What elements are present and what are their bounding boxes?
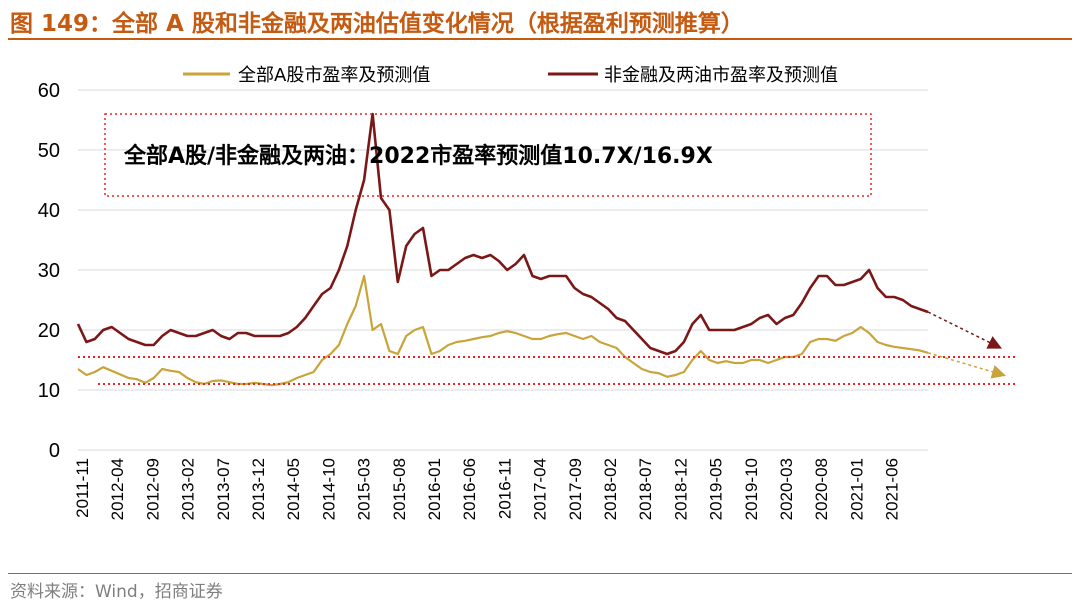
x-tick-label: 2015-03 xyxy=(355,458,374,520)
x-tick-label: 2012-04 xyxy=(108,458,127,520)
x-tick-label: 2013-12 xyxy=(249,458,268,520)
projection-arrow-all-a-shaft xyxy=(927,352,999,375)
x-tick-label: 2017-04 xyxy=(531,458,550,520)
x-tick-label: 2021-01 xyxy=(847,458,866,520)
series-lines xyxy=(76,112,929,387)
x-tick-label: 2014-10 xyxy=(319,458,338,520)
x-tick-label: 2016-11 xyxy=(495,458,514,519)
x-axis-ticks: 2011-11 2012-04 2012-09 2013-02 2013-07 2013-… xyxy=(73,458,902,520)
x-tick-label: 2016-01 xyxy=(425,458,444,520)
projection-arrow-non-fin-head xyxy=(986,336,1002,349)
x-tick-label: 2021-06 xyxy=(883,458,902,520)
annotation-overlay xyxy=(78,311,1018,385)
legend-label-all-a: 全部A股市盈率及预测值 xyxy=(238,65,430,86)
projection-arrow-all-a-head xyxy=(990,365,1006,379)
x-tick-label: 2013-02 xyxy=(179,458,198,520)
x-tick-label: 2012-09 xyxy=(143,458,162,520)
y-tick-label: 0 xyxy=(49,440,60,462)
title-rule xyxy=(8,38,1072,40)
y-axis-ticks: 0 10 20 30 40 50 60 xyxy=(38,80,60,462)
figure-title: 图 149：全部 A 股和非金融及两油估值变化情况（根据盈利预测推算） xyxy=(10,11,744,37)
x-tick-label: 2018-02 xyxy=(601,458,620,520)
gridlines xyxy=(78,89,928,451)
annotation-box xyxy=(104,113,872,197)
y-tick-label: 60 xyxy=(38,80,60,102)
x-tick-label: 2019-10 xyxy=(742,458,761,520)
series-line-all-a xyxy=(77,274,929,387)
x-tick-label: 2014-05 xyxy=(284,458,303,520)
x-tick-label: 2020-08 xyxy=(812,458,831,520)
x-tick-label: 2018-12 xyxy=(671,458,690,520)
x-tick-label: 2020-03 xyxy=(777,458,796,520)
y-tick-label: 10 xyxy=(38,380,60,402)
annotation-text: 全部A股/非金融及两油：2022市盈率预测值10.7X/16.9X xyxy=(123,143,713,169)
y-tick-label: 50 xyxy=(38,140,60,162)
x-tick-label: 2018-07 xyxy=(636,458,655,520)
y-tick-label: 20 xyxy=(38,320,60,342)
x-tick-label: 2013-07 xyxy=(214,458,233,520)
x-tick-label: 2019-05 xyxy=(707,458,726,520)
legend-label-non-fin: 非金融及两油市盈率及预测值 xyxy=(604,65,838,86)
y-tick-label: 30 xyxy=(38,260,60,282)
y-tick-label: 40 xyxy=(38,200,60,222)
source-rule xyxy=(8,573,1072,574)
x-tick-label: 2011-11 xyxy=(73,458,92,518)
series-line-non-fin xyxy=(76,112,929,356)
source-note: 资料来源：Wind，招商证券 xyxy=(10,582,223,602)
x-tick-label: 2017-09 xyxy=(566,458,585,520)
x-tick-label: 2015-08 xyxy=(390,458,409,520)
pe-line-chart: 0 10 20 30 40 50 60 2011-11 2012-04 2012-09 2013-… xyxy=(38,65,1018,520)
x-tick-label: 2016-06 xyxy=(460,458,479,520)
legend: 全部A股市盈率及预测值 非金融及两油市盈率及预测值 xyxy=(183,65,838,86)
projection-arrow-non-fin-shaft xyxy=(927,311,996,346)
